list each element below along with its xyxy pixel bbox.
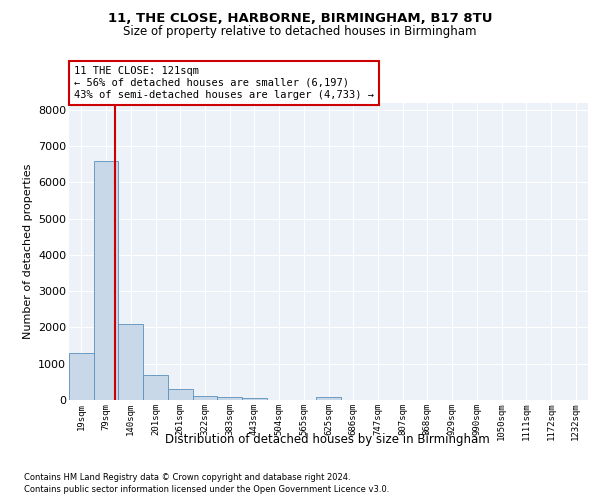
- Text: Contains public sector information licensed under the Open Government Licence v3: Contains public sector information licen…: [24, 485, 389, 494]
- Bar: [94, 160, 118, 400]
- Text: Distribution of detached houses by size in Birmingham: Distribution of detached houses by size …: [164, 432, 490, 446]
- Bar: [316, 397, 341, 400]
- Bar: [143, 374, 168, 400]
- Text: Size of property relative to detached houses in Birmingham: Size of property relative to detached ho…: [123, 25, 477, 38]
- Text: 11, THE CLOSE, HARBORNE, BIRMINGHAM, B17 8TU: 11, THE CLOSE, HARBORNE, BIRMINGHAM, B17…: [108, 12, 492, 26]
- Bar: [193, 396, 217, 400]
- Bar: [242, 398, 267, 400]
- Text: Contains HM Land Registry data © Crown copyright and database right 2024.: Contains HM Land Registry data © Crown c…: [24, 472, 350, 482]
- Bar: [168, 389, 193, 400]
- Y-axis label: Number of detached properties: Number of detached properties: [23, 164, 32, 339]
- Text: 11 THE CLOSE: 121sqm
← 56% of detached houses are smaller (6,197)
43% of semi-de: 11 THE CLOSE: 121sqm ← 56% of detached h…: [74, 66, 374, 100]
- Bar: [69, 353, 94, 400]
- Bar: [217, 396, 242, 400]
- Bar: [118, 324, 143, 400]
